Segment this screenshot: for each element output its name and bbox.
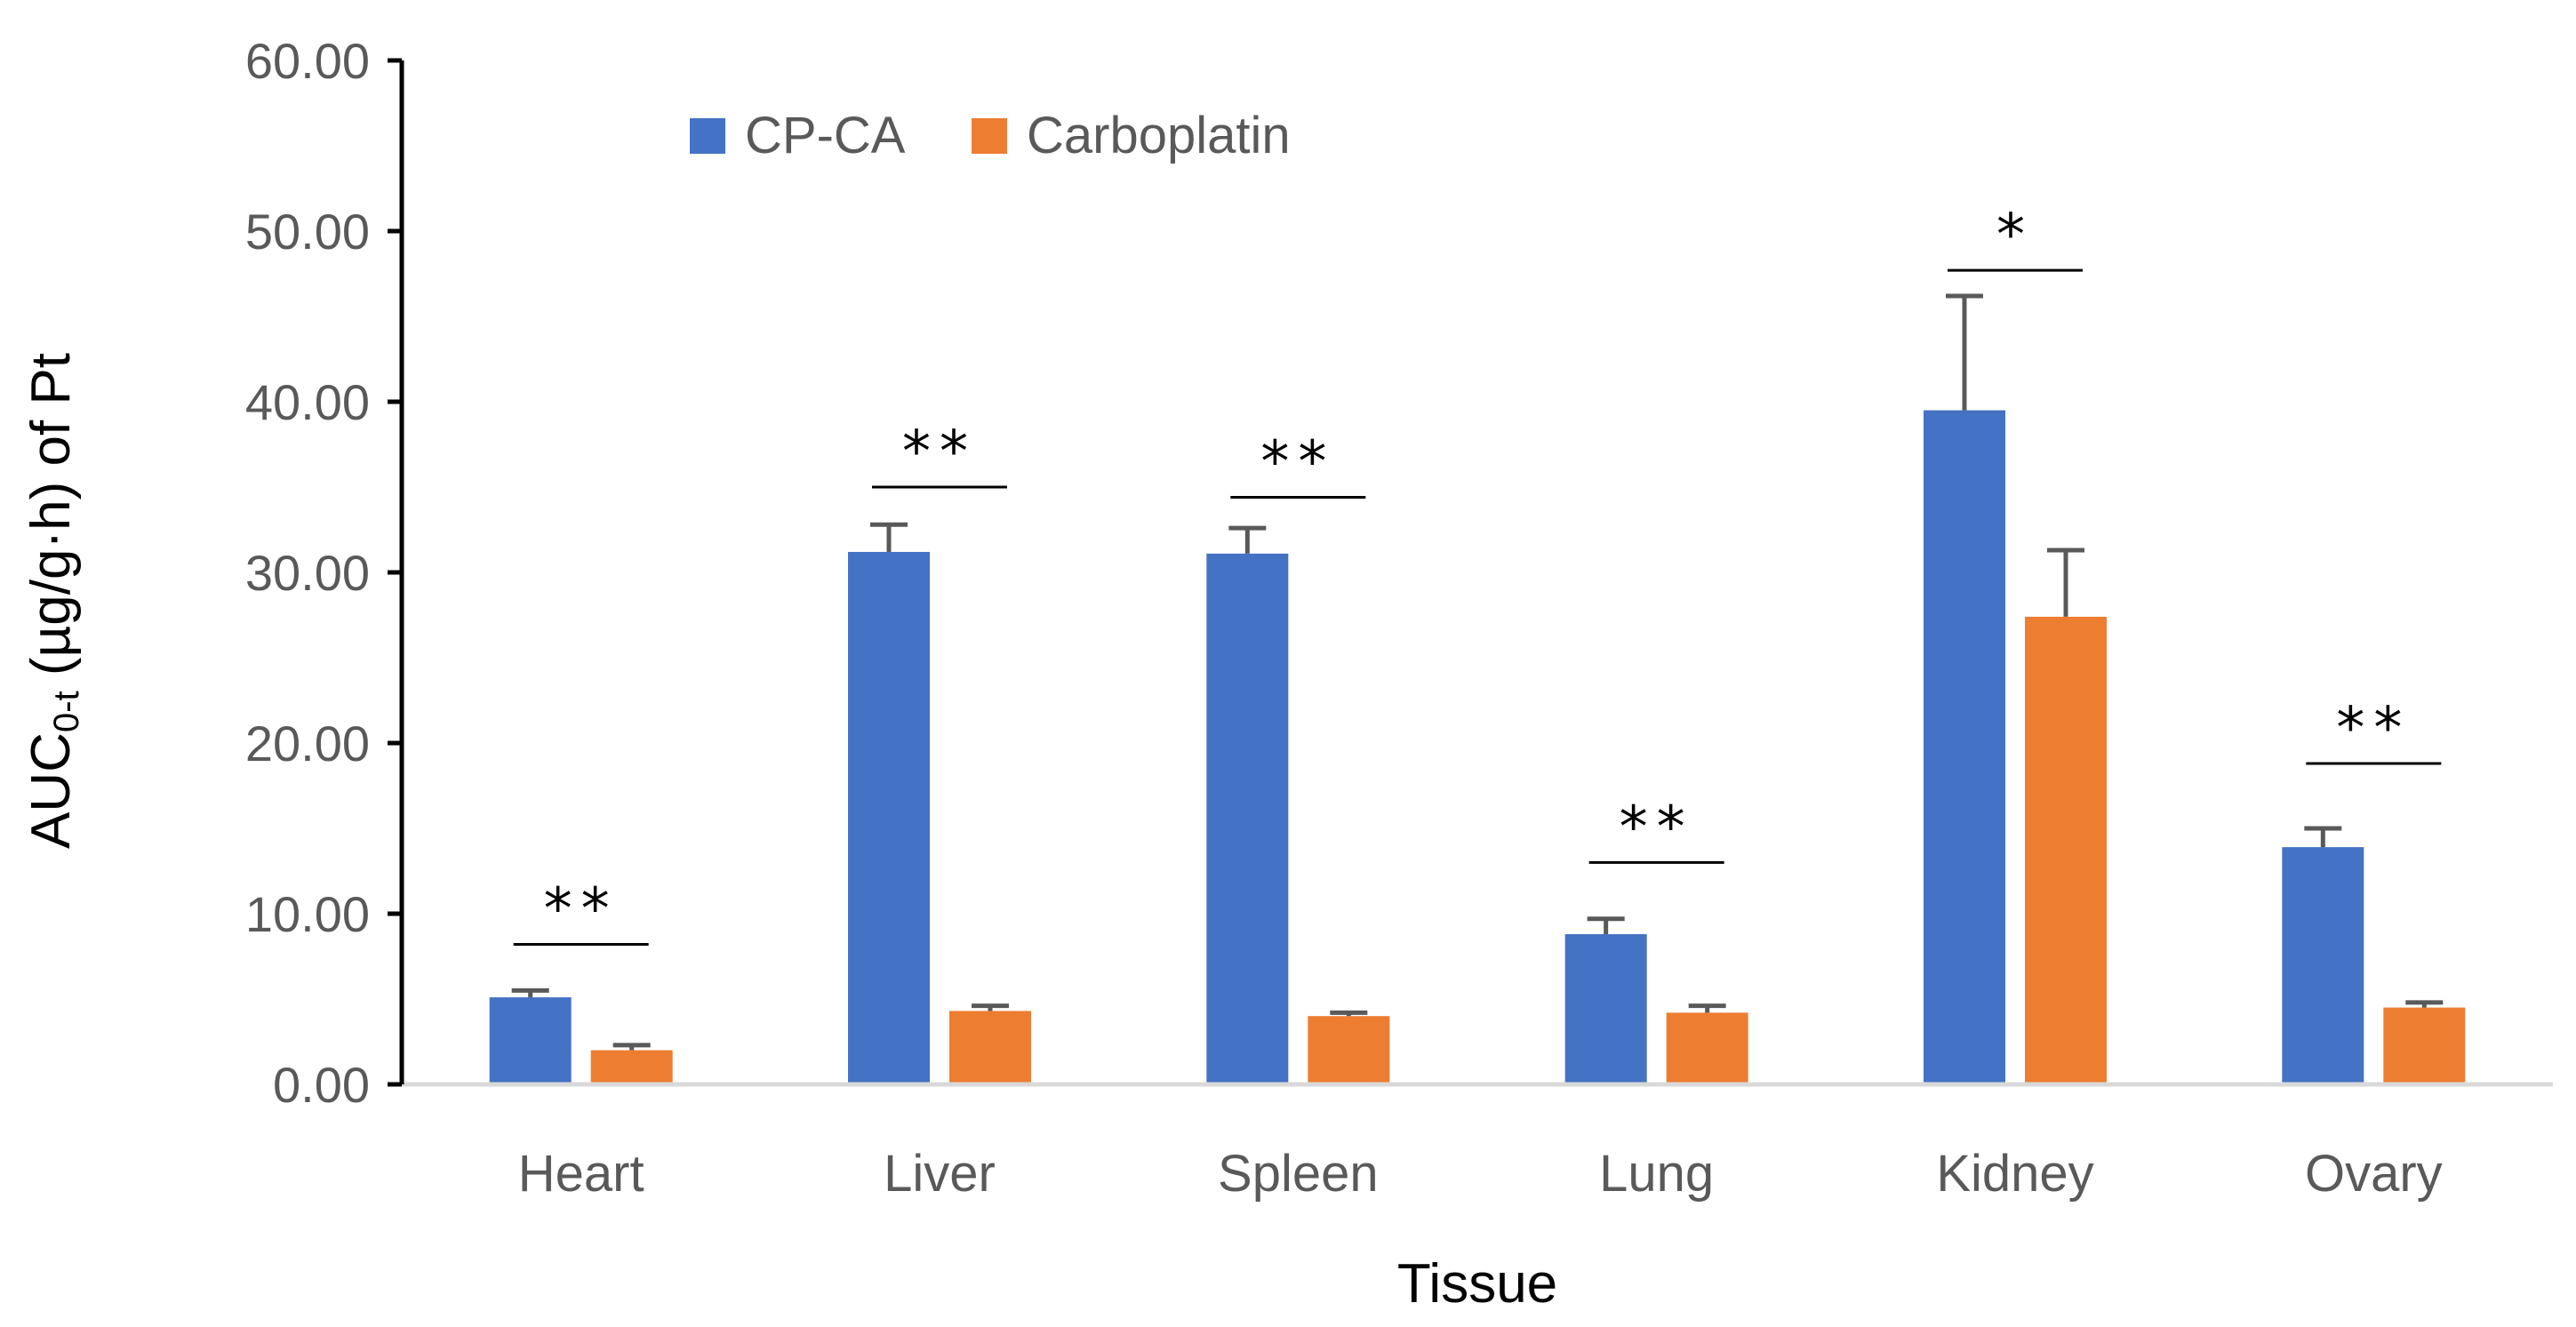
error-bars [511,293,2444,1051]
bar-carboplatin [590,1050,673,1084]
x-tick-label: Spleen [1218,1145,1379,1203]
bar-carboplatin [1666,1012,1748,1084]
x-tick-label: Lung [1599,1145,1714,1203]
bar-carboplatin [2025,616,2107,1084]
significance-label: * [1996,203,2034,268]
legend-swatch-carboplatin [972,118,1007,154]
y-tick-label: 0.00 [273,1057,370,1113]
bar-cp-ca [1564,934,1647,1084]
x-tick-label: Kidney [1936,1145,2093,1203]
y-tick-label: 10.00 [245,886,370,942]
legend-label-cp-ca: CP-CA [745,107,906,164]
y-axis-title-main: AUC [20,732,82,849]
legend-label-carboplatin: Carboplatin [1027,107,1291,164]
significance-label: ** [1260,430,1335,496]
legend-swatch-cp-ca [690,118,725,154]
bars [489,410,2466,1085]
bar-cp-ca [1924,410,2005,1085]
y-tick-label: 60.00 [245,33,370,89]
y-tick-label: 30.00 [245,545,370,601]
bar-carboplatin [1308,1016,1390,1084]
y-axis-title: AUC0-t (µg/g·h) of Pt [20,353,86,849]
bar-carboplatin [949,1011,1031,1084]
y-tick-label: 20.00 [245,715,370,771]
axes [399,60,2553,1087]
x-axis-ticks: Heart Liver Spleen Lung Kidney Ovary [518,1145,2443,1203]
y-axis-title-suffix: (µg/g·h) of Pt [20,353,82,691]
significance-markers: **** ******* [513,203,2442,947]
bar-cp-ca [2282,847,2364,1084]
x-tick-label: Heart [518,1145,644,1203]
y-tick-label: 40.00 [245,374,370,430]
bar-cp-ca [848,551,930,1084]
bar-carboplatin [2383,1007,2466,1084]
significance-label: ** [902,420,977,485]
x-axis-title: Tissue [1397,1253,1557,1315]
y-axis-title-subscript: 0-t [47,691,86,732]
x-tick-label: Liver [884,1145,996,1203]
significance-label: ** [2336,696,2411,762]
legend: CP-CA Carboplatin [690,107,1291,164]
y-axis-ticks: 0.00 10.00 20.00 30.00 40.00 50.00 60.00 [245,33,402,1113]
significance-label: ** [1620,795,1694,860]
y-tick-label: 50.00 [245,204,370,260]
bar-cp-ca [1206,553,1289,1084]
x-tick-label: Ovary [2305,1145,2443,1203]
significance-label: ** [544,877,619,943]
bar-cp-ca [489,997,572,1084]
